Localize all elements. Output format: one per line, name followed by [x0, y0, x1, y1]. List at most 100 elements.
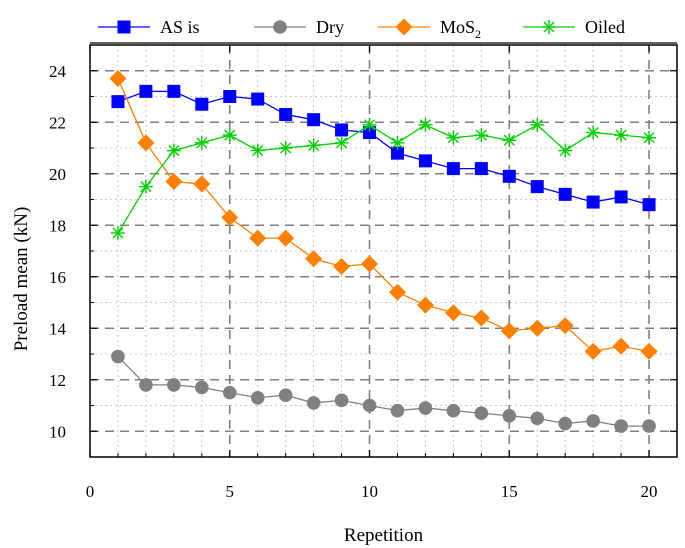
data-point-as-is: [418, 154, 432, 168]
data-point-as-is: [139, 84, 153, 98]
series-oiled: [110, 117, 657, 240]
data-point-oiled: [502, 133, 517, 148]
data-point-as-is: [614, 190, 628, 204]
data-point-dry: [167, 378, 181, 392]
legend-item-dry: Dry: [254, 17, 344, 37]
data-point-as-is: [363, 126, 377, 140]
data-point-dry: [530, 411, 545, 426]
data-point-dry: [558, 416, 572, 431]
data-point-as-is: [335, 123, 349, 137]
data-point-mos: [165, 172, 183, 190]
data-point-mos: [416, 296, 434, 314]
data-point-mos: [584, 342, 602, 360]
data-point-mos: [444, 304, 462, 322]
y-tick-label: 16: [49, 268, 66, 287]
data-point-mos: [137, 134, 155, 152]
data-point-mos: [361, 255, 379, 273]
y-tick-label: 20: [49, 165, 66, 184]
data-point-mos: [640, 342, 658, 360]
legend-label: Oiled: [585, 17, 625, 37]
y-tick-label: 18: [49, 216, 66, 235]
data-point-as-is: [558, 187, 572, 201]
data-point-oiled: [166, 143, 181, 158]
data-point-dry: [642, 419, 656, 433]
data-point-mos: [612, 337, 630, 355]
data-point-mos: [221, 209, 239, 227]
x-axis-label: Repetition: [344, 525, 424, 546]
data-point-as-is: [502, 169, 516, 183]
data-point-mos: [388, 283, 406, 301]
x-tick-label: 5: [226, 482, 235, 501]
data-point-mos: [305, 250, 323, 268]
legend-label: Dry: [316, 17, 344, 37]
plot-frame: [89, 44, 678, 458]
legend-marker-dry: [273, 20, 287, 34]
grid: [90, 45, 677, 457]
data-point-as-is: [223, 90, 237, 103]
data-point-oiled: [586, 125, 601, 140]
data-point-as-is: [390, 146, 404, 160]
data-point-dry: [111, 349, 125, 364]
legend-item-oiled: Oiled: [523, 17, 625, 37]
data-point-as-is: [251, 92, 265, 106]
data-point-as-is: [167, 84, 181, 98]
data-point-oiled: [250, 143, 265, 158]
data-point-mos: [472, 309, 490, 327]
data-point-as-is: [279, 108, 293, 122]
y-axis-label: Preload mean (kN): [11, 207, 32, 352]
data-point-mos: [556, 317, 574, 335]
series-layer: [109, 69, 658, 433]
data-point-oiled: [110, 225, 125, 240]
data-point-as-is: [474, 162, 488, 176]
data-point-dry: [614, 419, 628, 433]
legend-item-as-is: AS is: [98, 17, 200, 37]
data-point-dry: [195, 380, 209, 395]
data-point-mos: [109, 69, 127, 87]
x-tick-label: 0: [86, 482, 95, 501]
data-point-mos: [528, 319, 546, 337]
data-point-as-is: [586, 195, 600, 209]
data-point-oiled: [278, 141, 293, 155]
legend-label-subscript: 2: [475, 27, 481, 41]
data-point-as-is: [642, 198, 656, 212]
data-point-dry: [362, 398, 377, 413]
data-point-dry: [222, 385, 237, 400]
y-tick-label: 10: [49, 422, 66, 441]
y-tick-label: 22: [49, 113, 66, 132]
legend-marker-as-is: [117, 20, 131, 34]
x-tick-label: 15: [501, 482, 518, 501]
data-point-oiled: [334, 135, 349, 150]
data-point-dry: [334, 393, 349, 408]
data-point-as-is: [530, 180, 544, 194]
legend-label: AS is: [160, 17, 200, 37]
legend: AS is Dry MoS2 Oiled: [90, 1, 677, 44]
data-point-as-is: [111, 95, 125, 109]
series-mos: [109, 69, 658, 360]
data-point-as-is: [307, 113, 321, 127]
series-dry: [111, 349, 656, 433]
series-line-oiled: [117, 124, 650, 234]
data-point-dry: [586, 414, 600, 428]
data-point-dry: [390, 403, 405, 418]
data-point-mos: [333, 257, 351, 275]
data-point-dry: [502, 409, 517, 423]
data-point-dry: [139, 378, 153, 392]
data-point-oiled: [642, 130, 657, 145]
legend-background: [91, 1, 676, 42]
data-point-oiled: [390, 135, 405, 150]
data-point-as-is: [195, 97, 209, 111]
data-point-oiled: [194, 135, 209, 150]
y-tick-label: 14: [49, 319, 67, 338]
data-point-dry: [474, 406, 489, 421]
data-point-oiled: [446, 130, 461, 145]
data-point-mos: [193, 175, 211, 193]
data-point-oiled: [530, 117, 545, 132]
data-point-mos: [500, 322, 518, 340]
data-point-mos: [277, 229, 295, 247]
x-tick-label: 20: [641, 482, 658, 501]
data-point-oiled: [474, 128, 489, 143]
data-point-as-is: [446, 162, 460, 176]
ticks: 0 5 10 15 20 10 12 14 16 18 20 22 24: [49, 45, 677, 501]
legend-marker-oiled: [542, 20, 556, 34]
